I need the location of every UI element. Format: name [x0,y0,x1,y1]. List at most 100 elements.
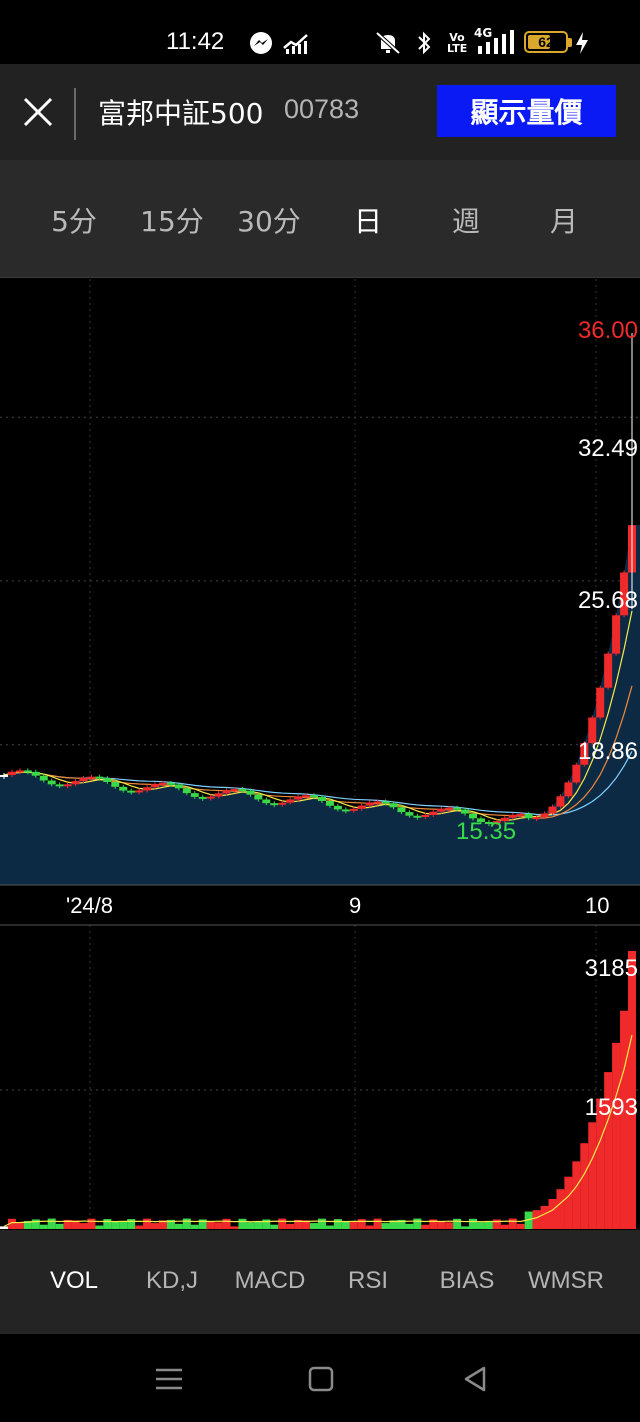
candle [55,784,64,787]
home-square-icon[interactable] [306,1364,336,1394]
volume-bar [604,1072,613,1229]
price-level-label: 32.49 [577,435,638,462]
candle [516,813,525,816]
candle [143,787,152,791]
candle [71,781,80,785]
volume-bar [453,1218,462,1229]
candle [230,789,239,792]
tab-rsi[interactable]: RSI [347,1267,388,1294]
menu-icon[interactable] [152,1364,188,1394]
volume-bar [397,1219,406,1229]
candle [381,801,390,804]
candle [182,788,191,794]
price-area [0,525,640,885]
status-time: 11:42 [166,28,225,55]
volume-bar [262,1219,271,1229]
candle [39,775,48,781]
volume-bar [31,1219,40,1229]
close-icon[interactable] [16,90,60,134]
candle [612,615,621,654]
candle [556,796,565,807]
tab-5min[interactable]: 5分 [51,205,97,238]
battery-icon: 62 [524,31,568,53]
volume-bar [317,1218,326,1229]
candle [373,801,382,804]
header-divider [74,88,76,140]
candle [206,796,215,799]
candle [238,789,247,792]
volume-bar [548,1198,557,1229]
back-triangle-icon[interactable] [460,1364,490,1394]
volume-bar [580,1143,589,1229]
candle [79,777,88,782]
date-tick-label: 9 [349,893,362,918]
volume-bar [310,1223,319,1229]
candle [405,812,414,816]
mute-bell-icon [372,30,404,56]
battery-percent: 62 [538,34,554,50]
volume-bar [349,1221,358,1229]
volume-bar [437,1220,446,1229]
volume-bar [47,1218,56,1229]
price-volume-chart[interactable] [0,279,640,1231]
volume-bar [95,1225,104,1229]
candle [15,770,24,773]
show-volume-price-button[interactable]: 顯示量價 [437,85,616,137]
tab-bias[interactable]: BIAS [439,1267,495,1294]
volume-bar [492,1219,501,1229]
tab-day[interactable]: 日 [353,205,382,238]
candle [548,806,557,814]
system-nav-bar [0,1334,640,1422]
tab-15min[interactable]: 15分 [140,205,204,238]
candle [357,805,366,809]
volume-bar [302,1220,311,1229]
candle [500,817,509,822]
candle [564,782,573,797]
candle [310,795,319,798]
volume-bar [39,1224,48,1229]
candle [135,790,144,793]
tab-macd[interactable]: MACD [234,1267,306,1294]
volume-bar [222,1218,231,1229]
candle [540,813,549,818]
volume-bar [532,1210,541,1229]
volume-bar [365,1225,374,1229]
volume-bar [389,1220,398,1229]
volume-bar [476,1222,485,1229]
tab-vol[interactable]: VOL [49,1267,99,1294]
candle [23,770,32,773]
volume-bar [198,1219,207,1229]
volume-bar [572,1161,581,1229]
tab-30min[interactable]: 30分 [237,205,301,238]
volume-bar [127,1219,136,1229]
volume-bar [484,1220,493,1229]
network-label: 4G [474,26,493,40]
volume-bar [111,1221,120,1229]
volume-bar [556,1189,565,1229]
candle [413,815,422,818]
volume-bar [357,1219,366,1229]
tab-month[interactable]: 月 [549,205,578,238]
volume-bar [628,951,636,1229]
volume-bar [596,1098,605,1229]
volume-bar [7,1218,16,1229]
volume-bar [166,1219,175,1229]
candle [429,811,438,815]
tab-wmsr[interactable]: WMSR [528,1267,604,1294]
status-bar: 11:42 Vo LTE 4G 62 [0,0,640,64]
candle [461,809,470,814]
volume-bar [429,1219,438,1229]
volte-label: Vo LTE [447,31,468,55]
tab-week[interactable]: 週 [451,205,480,238]
date-tick-label: '24/8 [66,893,114,918]
volume-level-label: 1593 [584,1094,638,1121]
candle [302,795,311,798]
candle [47,780,56,785]
volume-bar [413,1218,422,1229]
tab-kdj[interactable]: KD,J [145,1267,198,1294]
candle [604,653,613,688]
volte-icon: Vo LTE [444,30,470,56]
price-level-label: 25.68 [577,587,638,614]
volume-bar [143,1218,152,1229]
candle [111,782,120,787]
